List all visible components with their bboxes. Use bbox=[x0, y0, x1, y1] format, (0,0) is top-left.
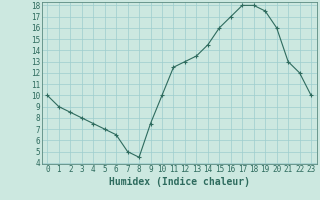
X-axis label: Humidex (Indice chaleur): Humidex (Indice chaleur) bbox=[109, 177, 250, 187]
